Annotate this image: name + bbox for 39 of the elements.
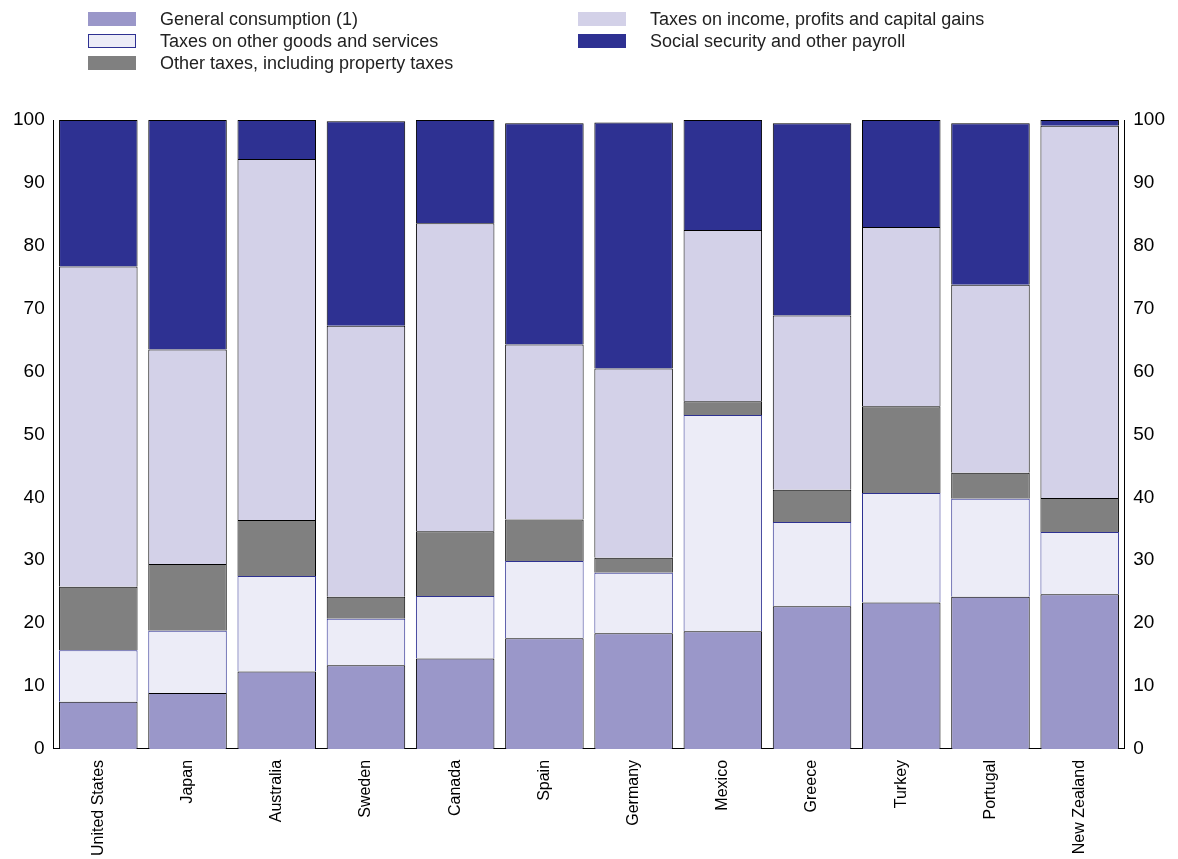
y2-tick-label: 20 [1133, 611, 1155, 633]
x-tick-label: Australia [267, 759, 285, 823]
x-tick-label: Turkey [891, 759, 909, 809]
x-tick-label: United States [88, 759, 106, 857]
y-tick-label: 20 [23, 611, 45, 633]
y2-tick-label: 30 [1133, 548, 1155, 570]
y2-tick-label: 90 [1133, 171, 1155, 193]
legend-label: Social security and other payroll [650, 30, 906, 52]
x-tick-label: Mexico [713, 759, 731, 811]
legend-label: Taxes on other goods and services [160, 30, 439, 52]
x-tick-label: Spain [534, 759, 552, 801]
y2-tick-label: 10 [1133, 674, 1155, 696]
x-tick-label: Germany [624, 759, 642, 826]
legend-label: Other taxes, including property taxes [160, 52, 454, 74]
x-tick-label: Sweden [356, 759, 374, 818]
y-tick-label: 50 [23, 422, 45, 444]
y-tick-label: 10 [23, 674, 45, 696]
x-tick-label: New Zealand [1070, 759, 1088, 855]
y-tick-label: 100 [13, 108, 45, 130]
y-tick-label: 40 [23, 485, 45, 507]
y2-tick-label: 100 [1133, 108, 1165, 130]
legend-label: Taxes on income, profits and capital gains [650, 8, 985, 30]
legend-label: General consumption (1) [160, 8, 359, 30]
y2-tick-label: 80 [1133, 234, 1155, 256]
y-tick-label: 70 [23, 296, 45, 318]
x-tick-label: Portugal [980, 759, 998, 820]
y2-tick-label: 40 [1133, 485, 1155, 507]
y2-tick-label: 50 [1133, 422, 1155, 444]
y-tick-label: 90 [23, 171, 45, 193]
y2-tick-label: 60 [1133, 359, 1155, 381]
y-tick-label: 60 [23, 359, 45, 381]
y-tick-label: 0 [34, 737, 45, 759]
y-tick-label: 30 [23, 548, 45, 570]
y2-tick-label: 70 [1133, 296, 1155, 318]
x-tick-label: Greece [802, 759, 820, 813]
y2-tick-label: 0 [1133, 737, 1144, 759]
x-tick-label: Canada [445, 759, 463, 816]
y-tick-label: 80 [23, 234, 45, 256]
x-tick-label: Japan [177, 759, 195, 804]
